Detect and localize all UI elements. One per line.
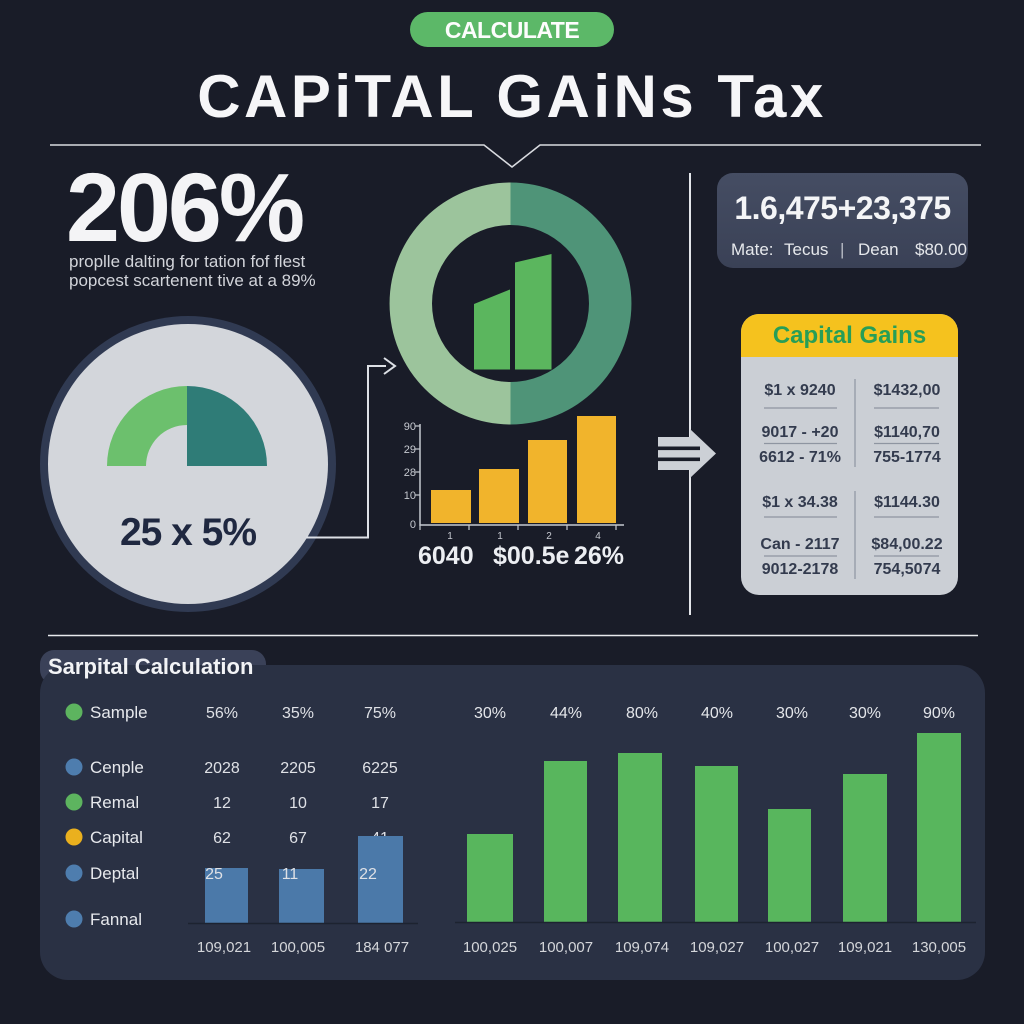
- svg-text:Cenple: Cenple: [90, 758, 144, 777]
- svg-text:67: 67: [289, 830, 307, 847]
- svg-text:Capital: Capital: [90, 828, 143, 847]
- svg-text:28: 28: [404, 467, 416, 479]
- svg-text:$84,00.22: $84,00.22: [871, 536, 942, 553]
- svg-text:30%: 30%: [474, 705, 506, 722]
- svg-text:Can - 2117: Can - 2117: [760, 536, 839, 553]
- svg-text:2205: 2205: [280, 760, 316, 777]
- svg-text:100,025: 100,025: [463, 939, 517, 956]
- svg-text:1: 1: [447, 531, 453, 540]
- svg-text:25 x 5%: 25 x 5%: [120, 511, 256, 554]
- svg-text:10: 10: [404, 490, 416, 502]
- svg-text:30%: 30%: [849, 705, 881, 722]
- svg-text:$1432,00: $1432,00: [874, 382, 941, 399]
- svg-text:0: 0: [410, 519, 416, 531]
- svg-text:90%: 90%: [923, 705, 955, 722]
- svg-text:9017 - +20: 9017 - +20: [762, 424, 839, 441]
- svg-text:6225: 6225: [362, 760, 398, 777]
- svg-text:11: 11: [282, 866, 299, 883]
- svg-text:1: 1: [497, 531, 503, 540]
- svg-text:Fannal: Fannal: [90, 910, 142, 929]
- svg-text:2028: 2028: [204, 760, 240, 777]
- svg-text:100,027: 100,027: [765, 939, 819, 956]
- svg-text:109,027: 109,027: [690, 939, 744, 956]
- svg-text:109,074: 109,074: [615, 939, 669, 956]
- svg-text:75%: 75%: [364, 705, 396, 722]
- svg-text:109,021: 109,021: [197, 939, 251, 956]
- svg-text:100,005: 100,005: [271, 939, 325, 956]
- svg-text:130,005: 130,005: [912, 939, 966, 956]
- svg-text:Remal: Remal: [90, 793, 139, 812]
- svg-text:Deptal: Deptal: [90, 864, 139, 883]
- svg-text:755-1774: 755-1774: [873, 449, 941, 466]
- svg-text:Sample: Sample: [90, 703, 148, 722]
- svg-text:22: 22: [359, 866, 377, 883]
- svg-text:62: 62: [213, 830, 231, 847]
- svg-text:80%: 80%: [626, 705, 658, 722]
- svg-text:$1 x 34.38: $1 x 34.38: [762, 494, 838, 511]
- svg-text:56%: 56%: [206, 705, 238, 722]
- svg-text:12: 12: [213, 795, 231, 812]
- svg-text:$1140,70: $1140,70: [874, 424, 940, 441]
- svg-text:35%: 35%: [282, 705, 314, 722]
- svg-text:29: 29: [404, 444, 416, 456]
- svg-text:40%: 40%: [701, 705, 733, 722]
- svg-text:100,007: 100,007: [539, 939, 593, 956]
- svg-text:2: 2: [546, 531, 552, 540]
- svg-text:754,5074: 754,5074: [874, 561, 941, 578]
- svg-text:184 077: 184 077: [355, 939, 409, 956]
- svg-text:10: 10: [289, 795, 307, 812]
- svg-text:$1 x 9240: $1 x 9240: [764, 382, 835, 399]
- svg-text:30%: 30%: [776, 705, 808, 722]
- svg-text:6612 - 71%: 6612 - 71%: [759, 449, 841, 466]
- svg-text:17: 17: [371, 795, 389, 812]
- svg-text:44%: 44%: [550, 705, 582, 722]
- svg-text:$1144.30: $1144.30: [874, 494, 940, 511]
- svg-text:4: 4: [595, 531, 601, 540]
- svg-text:25: 25: [205, 866, 223, 883]
- svg-text:9012-2178: 9012-2178: [762, 561, 839, 578]
- svg-text:109,021: 109,021: [838, 939, 892, 956]
- svg-text:90: 90: [404, 421, 416, 433]
